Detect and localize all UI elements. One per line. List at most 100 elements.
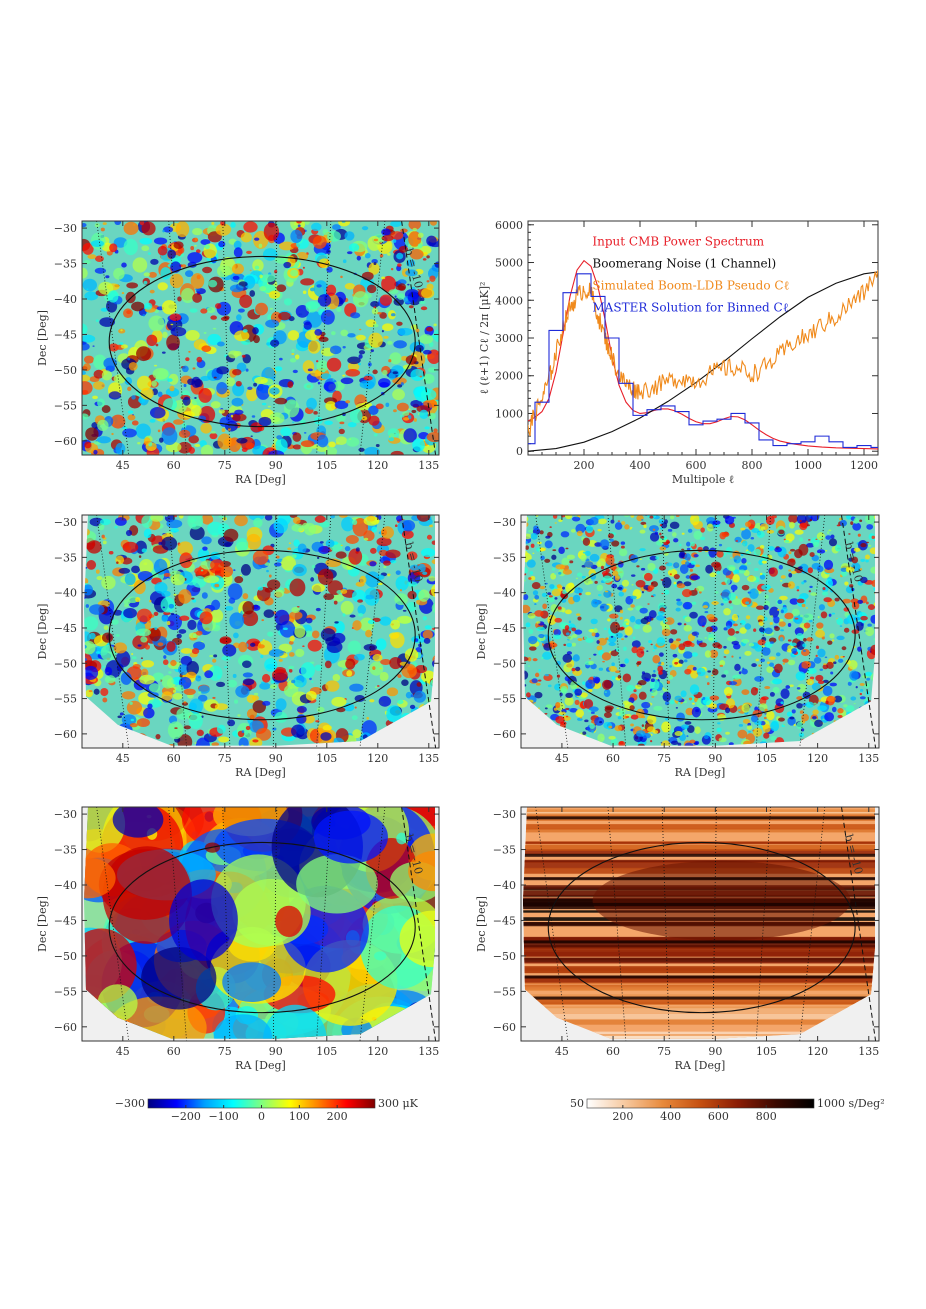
x-axis-label: RA [Deg] [235,1059,286,1072]
x-tick-label: 120 [367,1045,388,1058]
x-tick-label: 135 [858,1045,879,1058]
y-tick-label: −55 [493,693,516,706]
x-tick-label: 45 [555,1045,569,1058]
x-tick-label: 60 [606,1045,620,1058]
y-tick-label: −50 [54,950,77,963]
legend-entry-1: Boomerang Noise (1 Channel) [592,257,776,271]
y-axis-label: Dec [Deg] [475,896,488,952]
graticule-line [359,807,386,1041]
y-tick-label: −55 [493,985,516,998]
series-line-3 [528,273,878,449]
sky-map-bottom-left: b = -10 45 60 75 90 105 120 135 −30 −35 −40 −45 −50 −… [36,806,440,1072]
graticule-line [712,807,717,1041]
galactic-latitude-line [401,515,437,748]
y-tick-label: −40 [493,587,516,600]
x-tick-label: 1200 [850,459,878,472]
plot-frame [520,514,880,749]
x-axis-label: RA [Deg] [235,766,286,779]
x-tick-label: 105 [316,459,337,472]
map-field: b = -10 [521,807,879,1041]
deep-region-ellipse [108,549,416,721]
y-tick-label: −45 [54,914,77,927]
x-axis-label: RA [Deg] [675,1059,726,1072]
map-field: b = -10 [521,515,879,748]
sky-map-middle-left: b = -10 45 60 75 90 105 120 135 −30 −35 −40 −45 −50 −… [36,514,440,779]
colorbar-gradient [586,1098,815,1109]
map-pixels [82,221,439,455]
x-tick-label: 90 [269,459,283,472]
y-tick-label: −45 [54,328,77,341]
legend-entry-0: Input CMB Power Spectrum [592,235,764,249]
y-tick-label: −35 [54,844,77,857]
plot-frame [81,220,440,456]
x-tick-label: 105 [316,1045,337,1058]
y-tick-label: −40 [54,879,77,892]
y-tick-label: −55 [54,399,77,412]
y-tick-label: −50 [54,657,77,670]
x-tick-label: 135 [858,752,879,765]
x-tick-label: 105 [316,752,337,765]
x-tick-label: 75 [218,1045,232,1058]
deep-region-ellipse [108,841,416,1014]
y-tick-label: −30 [54,516,77,529]
graticule-line [661,807,670,1041]
x-tick-label: 45 [116,752,130,765]
colorbar-tick-label: 800 [756,1110,777,1123]
map-pixels [84,515,435,746]
graticule-line [168,221,187,455]
graticule-line [359,515,386,748]
graticule-line [799,515,826,748]
x-tick-label: 60 [167,1045,181,1058]
x-tick-label: 120 [807,752,828,765]
y-tick-label: −45 [54,622,77,635]
x-tick-label: 75 [657,1045,671,1058]
colorbar-min-label: 50 [570,1097,584,1110]
deep-region-ellipse [547,549,856,721]
graticule-line [607,807,627,1041]
colorbar-tick-label: −100 [209,1110,239,1123]
y-tick-label: 5000 [495,257,523,270]
x-axis-label: RA [Deg] [235,473,286,486]
x-tick-label: 120 [367,752,388,765]
y-tick-label: −35 [493,551,516,564]
x-tick-label: 135 [418,752,439,765]
plot-area [528,259,878,452]
y-tick-label: −60 [54,435,77,448]
y-tick-label: 6000 [495,219,523,232]
y-tick-label: −40 [54,587,77,600]
galactic-latitude-line [841,515,877,748]
x-tick-label: 1000 [794,459,822,472]
graticule-line [755,807,771,1041]
colorbar-max-label: 300 μK [378,1097,419,1110]
x-tick-label: 90 [708,752,722,765]
graticule-line [96,221,130,455]
plot-frame [527,220,879,456]
x-tick-label: 60 [606,752,620,765]
y-tick-label: 3000 [495,332,523,345]
plot-frame [81,514,440,749]
y-tick-label: −35 [54,551,77,564]
series-line-0 [528,259,878,450]
power-spectrum-plot: 200 400 600 800 1000 1200 0 1000 2000 3000 4000 500… [478,219,879,486]
y-tick-label: 2000 [495,370,523,383]
x-tick-label: 90 [269,752,283,765]
x-tick-label: 105 [756,1045,777,1058]
legend-entry-2: Simulated Boom-LDB Pseudo Cℓ [592,279,789,293]
y-tick-label: −30 [54,808,77,821]
graticule-line [535,515,569,748]
series-line-1 [528,271,878,452]
map-pixels [523,515,875,746]
x-tick-label: 400 [630,459,651,472]
colorbar-tick-label: 200 [327,1110,348,1123]
x-tick-label: 120 [807,1045,828,1058]
x-tick-label: 60 [167,752,181,765]
y-tick-label: −45 [493,914,516,927]
temperature-colorbar: −300 300 μK −200 −100 0 100 200 [115,1097,419,1123]
y-tick-label: −50 [493,950,516,963]
graticule-line [168,807,187,1041]
colorbar-max-label: 1000 s/Deg² [817,1097,885,1110]
deep-region-ellipse [108,255,416,428]
x-tick-label: 105 [756,752,777,765]
graticule-line [535,807,569,1041]
